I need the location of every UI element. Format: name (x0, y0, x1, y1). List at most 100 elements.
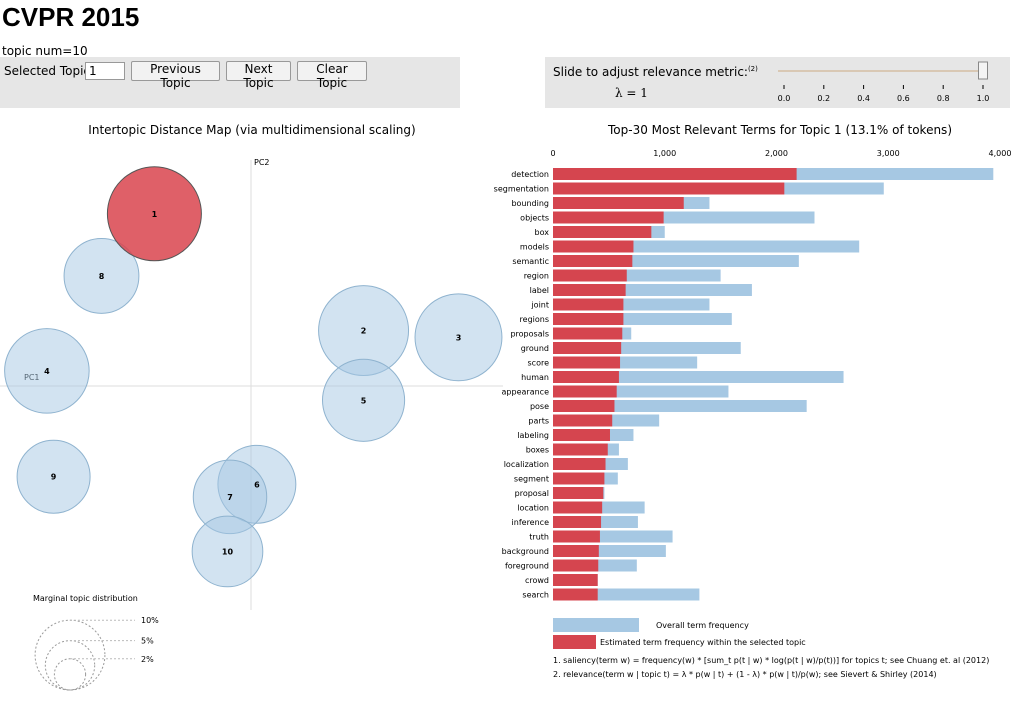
term-label[interactable]: background (502, 547, 549, 556)
topic-frequency-bar[interactable] (553, 429, 610, 441)
topic-frequency-bar[interactable] (553, 559, 599, 572)
topic-frequency-bar[interactable] (553, 458, 606, 470)
term-label[interactable]: bounding (511, 199, 549, 208)
topic-frequency-bar[interactable] (553, 385, 617, 398)
topic-frequency-bar[interactable] (553, 588, 598, 601)
term-label[interactable]: regions (520, 315, 549, 324)
topic-frequency-bar[interactable] (553, 211, 664, 224)
term-label[interactable]: crowd (525, 576, 549, 585)
topic-bubble-label-5: 5 (361, 396, 367, 405)
relevance-control-panel: Slide to adjust relevance metric:(2) λ =… (545, 57, 1010, 108)
topic-frequency-bar[interactable] (553, 530, 600, 543)
marginal-legend-label: 10% (141, 616, 159, 625)
term-label[interactable]: label (530, 286, 549, 295)
topic-bubble-label-10: 10 (222, 547, 234, 556)
topic-frequency-bar[interactable] (553, 284, 626, 296)
legend-topic-label: Estimated term frequency within the sele… (600, 638, 806, 647)
bar-chart-title: Top-30 Most Relevant Terms for Topic 1 (… (607, 123, 952, 137)
term-label[interactable]: segmentation (494, 185, 549, 194)
topic-bubble-10[interactable] (191, 515, 264, 588)
topic-bubble-label-7: 7 (227, 493, 233, 502)
topic-frequency-bar[interactable] (553, 168, 797, 180)
topic-frequency-bar[interactable] (553, 182, 785, 195)
topic-bubble-label-9: 9 (51, 473, 57, 482)
term-label[interactable]: pose (530, 402, 549, 411)
term-label[interactable]: segment (514, 475, 549, 484)
marginal-legend-label: 5% (141, 637, 154, 646)
term-label[interactable]: inference (512, 518, 550, 527)
term-label[interactable]: foreground (505, 562, 549, 571)
topic-count-label: topic num=10 (2, 44, 88, 58)
topic-bubble-4[interactable] (4, 328, 90, 414)
overall-frequency-bar[interactable] (553, 400, 807, 412)
term-label[interactable]: detection (511, 170, 549, 179)
term-label[interactable]: truth (529, 533, 549, 542)
legend-overall-label: Overall term frequency (656, 621, 749, 630)
term-label[interactable]: boxes (526, 446, 549, 455)
clear-topic-button[interactable]: Clear Topic (297, 61, 367, 90)
topic-frequency-bar[interactable] (553, 516, 602, 528)
topic-bubble-label-8: 8 (99, 272, 105, 281)
legend-topic-swatch (553, 635, 596, 649)
topic-bubble-8[interactable] (63, 238, 140, 314)
slider-tick-label: 0.2 (817, 94, 830, 103)
topic-frequency-bar[interactable] (553, 472, 605, 485)
topic-control-panel: Selected Topic: Previous Topic Next Topi… (0, 57, 460, 108)
relevance-slider[interactable]: 0.0 0.2 0.4 0.6 0.8 1.0 (545, 57, 1010, 108)
topic-bubble-5[interactable] (321, 358, 406, 442)
topic-frequency-bar[interactable] (553, 545, 599, 557)
topic-frequency-bar[interactable] (553, 501, 603, 514)
term-label[interactable]: labeling (517, 431, 549, 440)
topic-frequency-bar[interactable] (553, 574, 598, 586)
term-label[interactable]: proposals (510, 330, 549, 339)
topic-frequency-bar[interactable] (553, 313, 624, 325)
topic-bubble-label-3: 3 (456, 333, 462, 342)
topic-bubble-3[interactable] (414, 293, 503, 382)
bar-axis-tick-label: 4,000 (989, 149, 1012, 158)
term-label[interactable]: semantic (512, 257, 549, 266)
term-label[interactable]: search (522, 591, 549, 600)
term-label[interactable]: objects (520, 214, 549, 223)
term-label[interactable]: localization (504, 460, 549, 469)
topic-frequency-bar[interactable] (553, 298, 624, 311)
term-label[interactable]: appearance (502, 388, 550, 397)
slider-thumb[interactable] (978, 61, 988, 80)
topic-frequency-bar[interactable] (553, 487, 604, 499)
topic-bubble-label-2: 2 (361, 327, 367, 336)
term-label[interactable]: ground (521, 344, 549, 353)
term-label[interactable]: proposal (515, 489, 549, 498)
marginal-legend-circle (34, 619, 106, 691)
topic-frequency-bar[interactable] (553, 443, 608, 456)
topic-frequency-bar[interactable] (553, 371, 619, 383)
overall-frequency-bar[interactable] (553, 371, 844, 383)
topic-bubble-9[interactable] (16, 439, 91, 514)
term-label[interactable]: parts (528, 417, 549, 426)
page-title: CVPR 2015 (2, 2, 140, 32)
previous-topic-button[interactable]: Previous Topic (131, 61, 220, 90)
relevance-slider-text: Slide to adjust relevance metric: (553, 65, 748, 79)
topic-frequency-bar[interactable] (553, 356, 621, 369)
topic-frequency-bar[interactable] (553, 327, 623, 340)
term-label[interactable]: box (535, 228, 550, 237)
term-label[interactable]: location (517, 504, 549, 513)
topic-frequency-bar[interactable] (553, 197, 684, 209)
topic-frequency-bar[interactable] (553, 255, 633, 267)
topic-frequency-bar[interactable] (553, 269, 627, 282)
topic-frequency-bar[interactable] (553, 414, 613, 427)
term-label[interactable]: region (524, 272, 549, 281)
term-label[interactable]: score (528, 359, 550, 368)
topic-bubble-label-1: 1 (152, 210, 158, 219)
topic-bubble-1[interactable] (106, 166, 202, 262)
topic-frequency-bar[interactable] (553, 226, 652, 238)
topic-frequency-bar[interactable] (553, 400, 615, 412)
selected-topic-input[interactable] (85, 62, 125, 80)
lambda-readout: λ = 1 (615, 86, 648, 100)
term-label[interactable]: joint (530, 301, 549, 310)
next-topic-button[interactable]: Next Topic (226, 61, 291, 90)
topic-frequency-bar[interactable] (553, 240, 634, 253)
topic-frequency-bar[interactable] (553, 342, 622, 354)
term-label[interactable]: human (521, 373, 549, 382)
term-label[interactable]: models (520, 243, 549, 252)
bar-x-axis: 0 1,000 2,000 3,000 4,000 (550, 149, 1011, 158)
pc2-axis-label: PC2 (254, 158, 270, 167)
